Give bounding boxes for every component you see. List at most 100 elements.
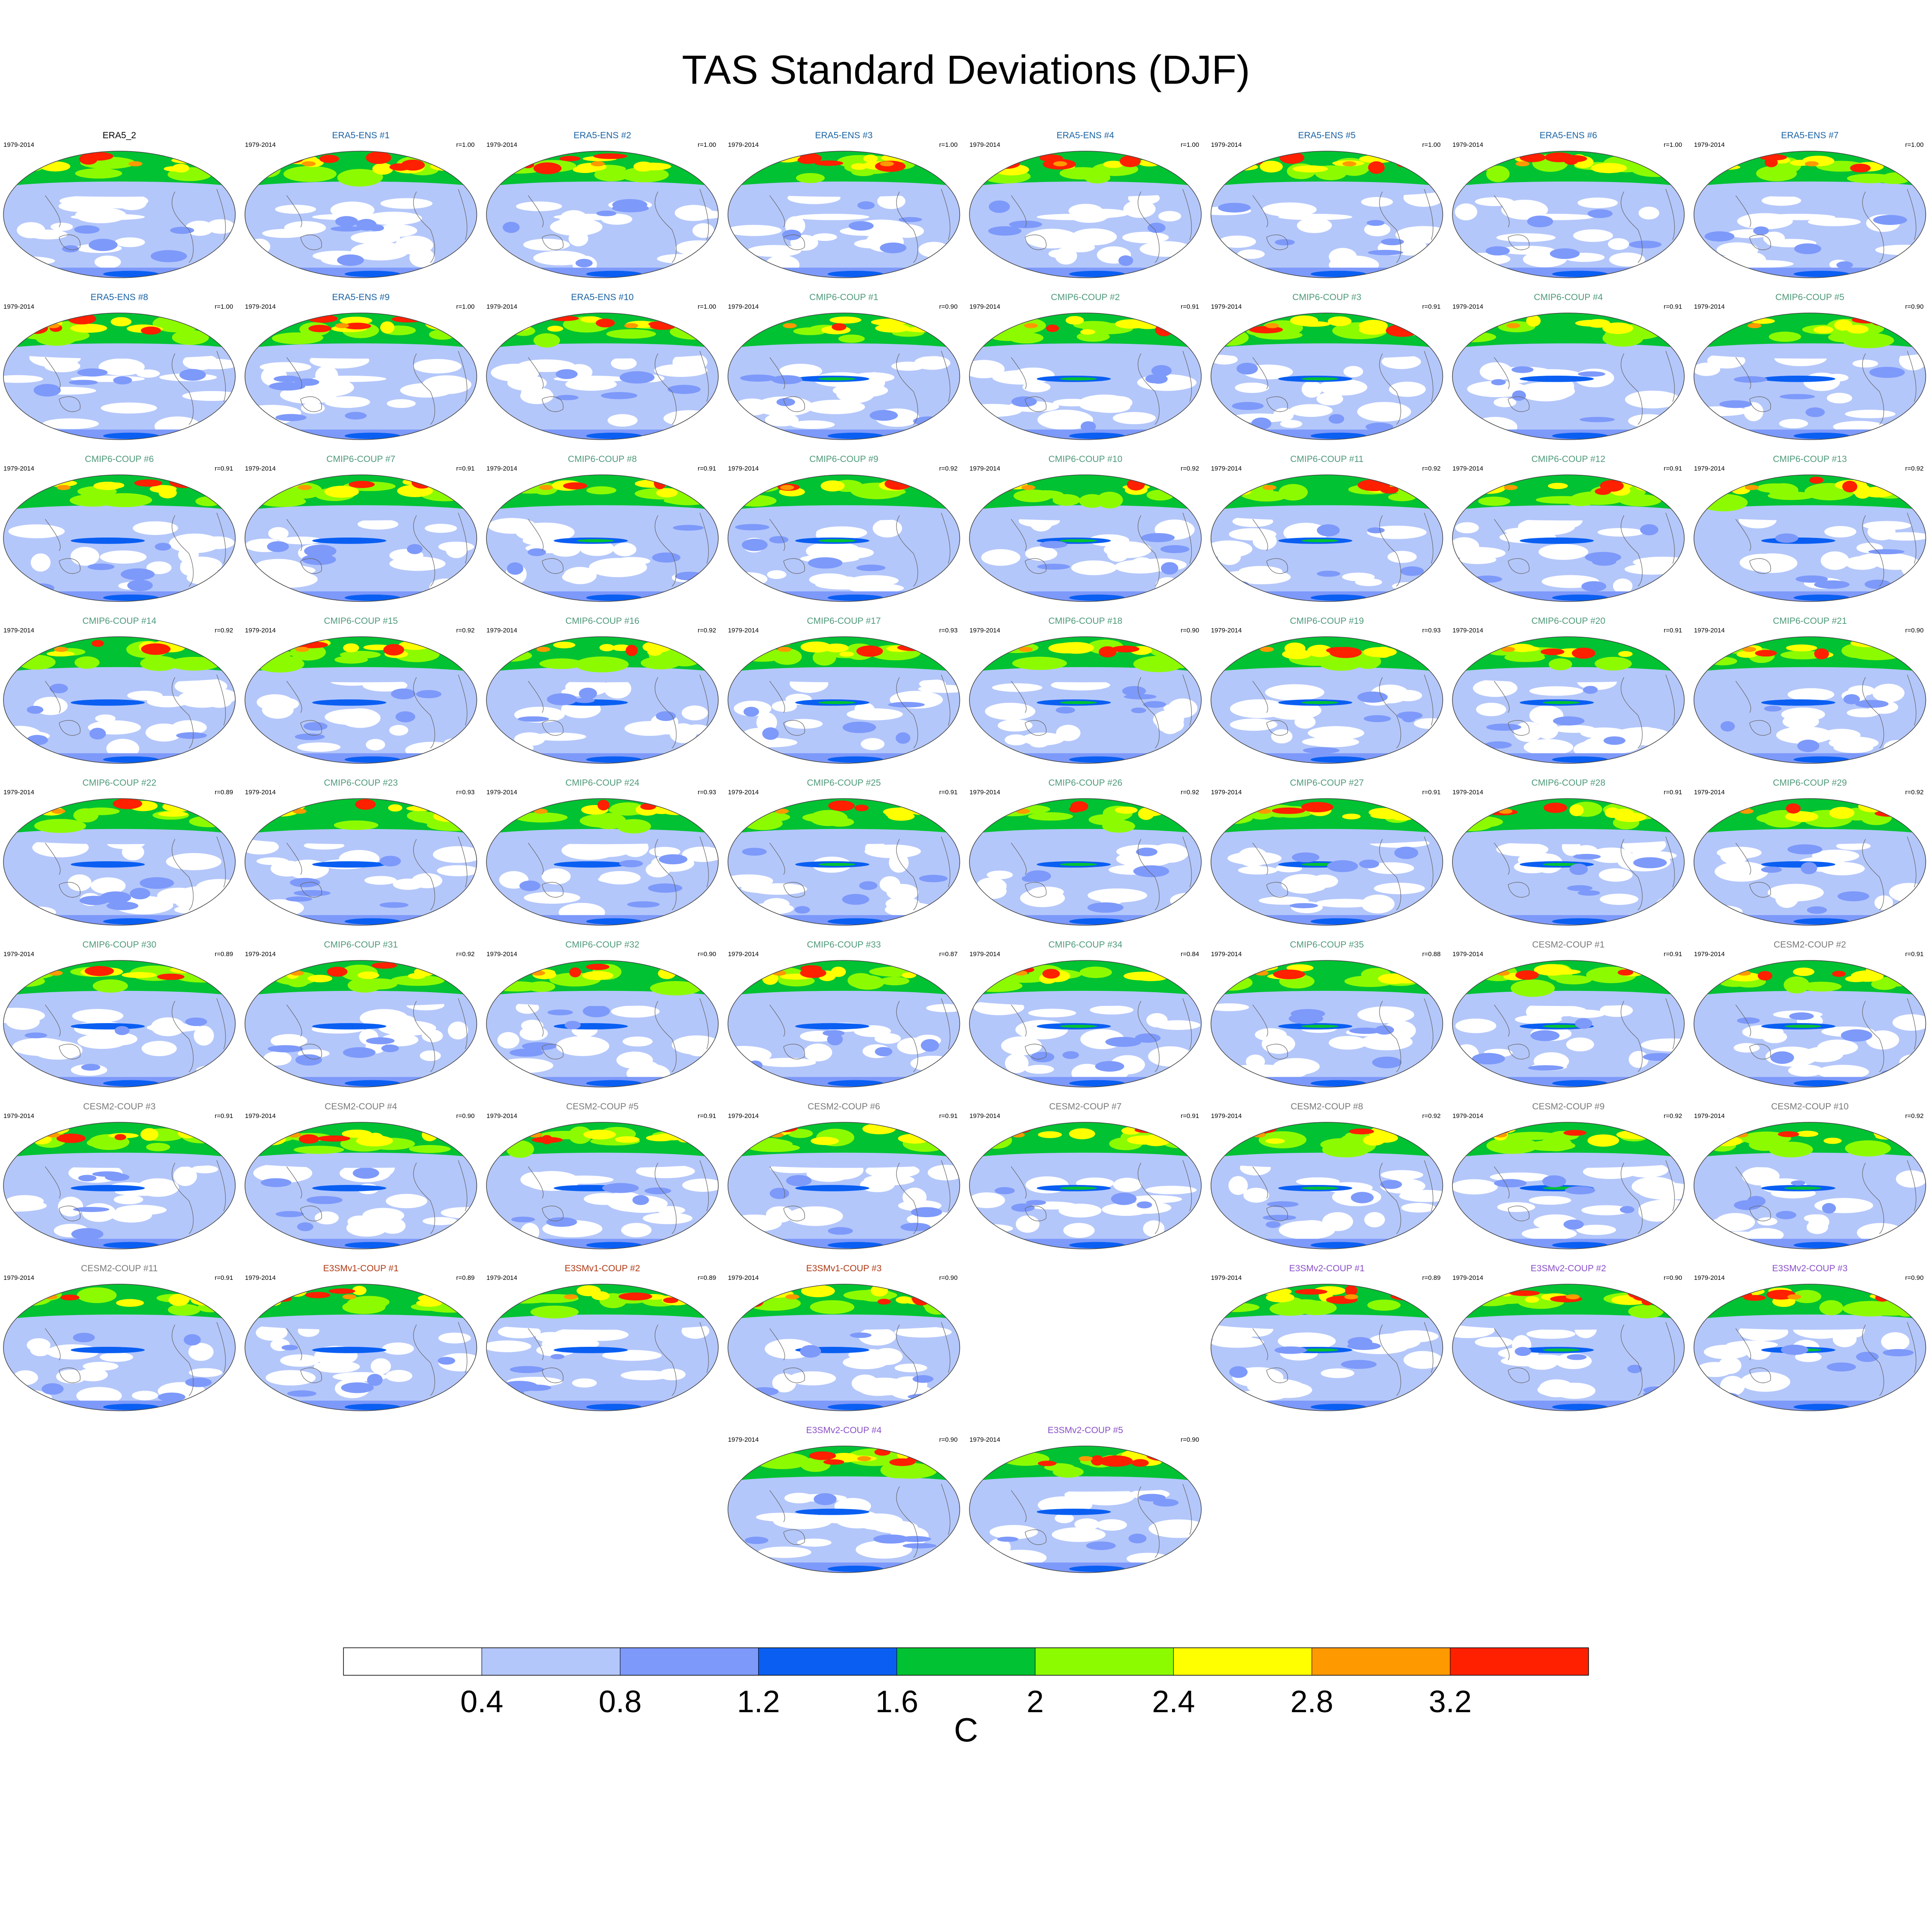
panel-period: 1979-2014 bbox=[969, 1436, 1000, 1443]
panel-period: 1979-2014 bbox=[1694, 1112, 1725, 1120]
globe-map bbox=[1452, 1122, 1685, 1249]
panel-period: 1979-2014 bbox=[486, 303, 517, 310]
globe-map bbox=[727, 960, 960, 1088]
panel-period: 1979-2014 bbox=[728, 1274, 759, 1282]
globe-map bbox=[1693, 313, 1926, 440]
panel-title: CMIP6-COUP #3 bbox=[1292, 292, 1361, 302]
panel-correlation: r=0.91 bbox=[1664, 951, 1682, 958]
map-panel: 1979-2014 E3SMv2-COUP #3 r=0.90 bbox=[1693, 1264, 1926, 1411]
panel-title: CMIP6-COUP #29 bbox=[1773, 778, 1847, 788]
globe-map bbox=[727, 636, 960, 764]
panel-title: CMIP6-COUP #11 bbox=[1290, 454, 1364, 464]
colorbar-swatch bbox=[1312, 1647, 1451, 1676]
globe-map bbox=[1452, 798, 1685, 926]
globe-map bbox=[1210, 798, 1443, 926]
map-panel: 1979-2014 ERA5-ENS #2 r=1.00 bbox=[486, 131, 719, 278]
panel-title: CESM2-COUP #3 bbox=[83, 1102, 156, 1112]
panel-correlation: r=0.88 bbox=[1422, 951, 1441, 958]
map-panel: 1979-2014 CMIP6-COUP #23 r=0.93 bbox=[244, 778, 477, 926]
panel-title: CMIP6-COUP #26 bbox=[1048, 778, 1122, 788]
panel-correlation: r=0.91 bbox=[939, 789, 958, 796]
globe-map bbox=[727, 1446, 960, 1573]
panel-title: ERA5-ENS #4 bbox=[1057, 131, 1115, 140]
globe-map bbox=[244, 636, 477, 764]
colorbar-tick-label: 2.4 bbox=[1152, 1685, 1195, 1719]
panel-correlation: r=0.93 bbox=[1422, 627, 1441, 634]
map-panel: 1979-2014 CMIP6-COUP #18 r=0.90 bbox=[969, 616, 1202, 764]
panel-title: CESM2-COUP #10 bbox=[1771, 1102, 1849, 1112]
map-panel: 1979-2014 CMIP6-COUP #32 r=0.90 bbox=[486, 940, 719, 1088]
map-panel: 1979-2014 CESM2-COUP #1 r=0.91 bbox=[1452, 940, 1685, 1088]
globe-map bbox=[1210, 1122, 1443, 1249]
panel-correlation: r=0.91 bbox=[1422, 789, 1441, 796]
panel-period: 1979-2014 bbox=[1211, 465, 1242, 472]
colorbar-swatch bbox=[1173, 1647, 1312, 1676]
map-panel: 1979-2014 ERA5-ENS #4 r=1.00 bbox=[969, 131, 1202, 278]
panel-correlation: r=0.92 bbox=[698, 627, 716, 634]
globe-map bbox=[3, 313, 236, 440]
map-panel: 1979-2014 CMIP6-COUP #13 r=0.92 bbox=[1693, 454, 1926, 602]
panel-title: CESM2-COUP #4 bbox=[325, 1102, 397, 1112]
panel-title: CMIP6-COUP #7 bbox=[326, 454, 395, 464]
panel-period: 1979-2014 bbox=[728, 141, 759, 149]
panel-correlation: r=0.91 bbox=[1181, 303, 1199, 310]
panel-title: CMIP6-COUP #21 bbox=[1773, 616, 1847, 626]
colorbar-swatch bbox=[758, 1647, 897, 1676]
globe-map bbox=[3, 636, 236, 764]
panel-title: E3SMv1-COUP #3 bbox=[806, 1264, 882, 1273]
panel-title: CMIP6-COUP #4 bbox=[1534, 292, 1603, 302]
globe-map bbox=[486, 313, 719, 440]
panel-title: CESM2-COUP #6 bbox=[808, 1102, 880, 1112]
globe-map bbox=[1693, 636, 1926, 764]
panel-title: ERA5-ENS #3 bbox=[815, 131, 872, 140]
globe-map bbox=[244, 151, 477, 278]
panel-correlation: r=0.91 bbox=[1664, 627, 1682, 634]
map-panel: 1979-2014 CMIP6-COUP #4 r=0.91 bbox=[1452, 292, 1685, 440]
panel-title: CMIP6-COUP #20 bbox=[1531, 616, 1605, 626]
map-panel: 1979-2014 CMIP6-COUP #25 r=0.91 bbox=[727, 778, 960, 926]
globe-map bbox=[969, 313, 1202, 440]
map-panel: 1979-2014 CMIP6-COUP #17 r=0.93 bbox=[727, 616, 960, 764]
map-panel: 1979-2014 CMIP6-COUP #10 r=0.92 bbox=[969, 454, 1202, 602]
panel-period: 1979-2014 bbox=[1694, 1274, 1725, 1282]
panel-period: 1979-2014 bbox=[969, 951, 1000, 958]
map-panel: 1979-2014 CMIP6-COUP #27 r=0.91 bbox=[1210, 778, 1443, 926]
globe-map bbox=[486, 151, 719, 278]
panel-correlation: r=0.93 bbox=[456, 789, 475, 796]
globe-map bbox=[1693, 1284, 1926, 1411]
panel-title: E3SMv2-COUP #4 bbox=[806, 1425, 882, 1435]
panel-period: 1979-2014 bbox=[3, 303, 34, 310]
map-panel: 1979-2014 CESM2-COUP #5 r=0.91 bbox=[486, 1102, 719, 1249]
panel-title: ERA5-ENS #1 bbox=[332, 131, 389, 140]
panel-title: CMIP6-COUP #6 bbox=[85, 454, 154, 464]
globe-map bbox=[1452, 1284, 1685, 1411]
map-panel: 1979-2014 ERA5-ENS #1 r=1.00 bbox=[244, 131, 477, 278]
panel-period: 1979-2014 bbox=[1452, 789, 1483, 796]
panel-correlation: r=0.91 bbox=[939, 1112, 958, 1120]
panel-period: 1979-2014 bbox=[1694, 627, 1725, 634]
map-panel: 1979-2014 CMIP6-COUP #20 r=0.91 bbox=[1452, 616, 1685, 764]
panel-title: CMIP6-COUP #2 bbox=[1051, 292, 1120, 302]
panel-title: CMIP6-COUP #17 bbox=[807, 616, 881, 626]
panel-title: E3SMv2-COUP #5 bbox=[1048, 1425, 1123, 1435]
panel-title: CMIP6-COUP #19 bbox=[1290, 616, 1364, 626]
panel-correlation: r=1.00 bbox=[698, 303, 716, 310]
panel-correlation: r=0.92 bbox=[1905, 465, 1924, 472]
panel-correlation: r=0.92 bbox=[1905, 789, 1924, 796]
map-panel: 1979-2014 CMIP6-COUP #26 r=0.92 bbox=[969, 778, 1202, 926]
panel-correlation: r=0.91 bbox=[1664, 789, 1682, 796]
panel-correlation: r=1.00 bbox=[456, 303, 475, 310]
globe-map bbox=[1210, 636, 1443, 764]
globe-map bbox=[3, 474, 236, 602]
panel-title: CMIP6-COUP #34 bbox=[1048, 940, 1123, 950]
globe-map bbox=[969, 798, 1202, 926]
map-panel: 1979-2014 CMIP6-COUP #11 r=0.92 bbox=[1210, 454, 1443, 602]
map-panel: 1979-2014 CMIP6-COUP #3 r=0.91 bbox=[1210, 292, 1443, 440]
colorbar-swatch bbox=[481, 1647, 620, 1676]
map-panel: 1979-2014 CESM2-COUP #10 r=0.92 bbox=[1693, 1102, 1926, 1249]
map-panel: 1979-2014 ERA5-ENS #7 r=1.00 bbox=[1693, 131, 1926, 278]
panel-title: CMIP6-COUP #5 bbox=[1775, 292, 1844, 302]
panel-period: 1979-2014 bbox=[728, 627, 759, 634]
panel-period: 1979-2014 bbox=[728, 1436, 759, 1443]
panel-period: 1979-2014 bbox=[1452, 951, 1483, 958]
